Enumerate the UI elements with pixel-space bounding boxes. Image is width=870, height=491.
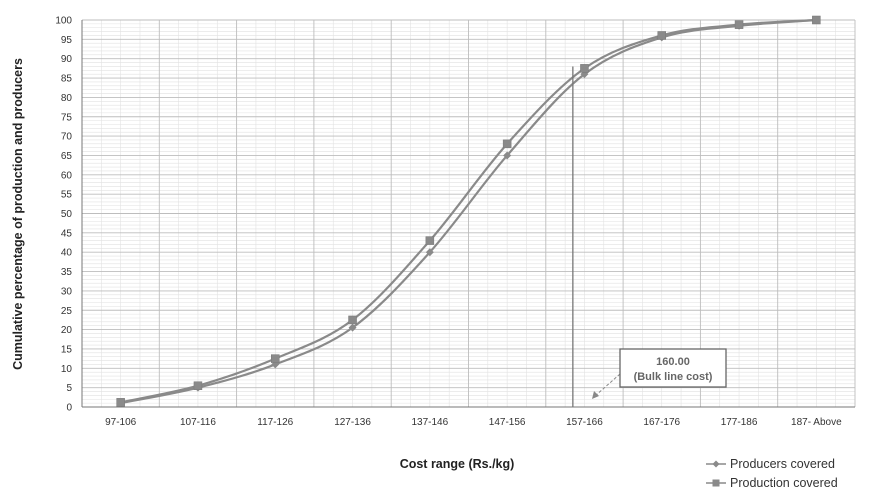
x-tick-label: 187- Above: [791, 417, 842, 428]
y-tick-label: 40: [61, 248, 73, 259]
x-tick-label: 117-126: [257, 417, 293, 428]
y-tick-label: 90: [61, 54, 73, 65]
data-point: [812, 15, 821, 25]
data-point: [348, 323, 357, 332]
y-tick-label: 65: [61, 151, 73, 162]
data-point: [348, 315, 357, 325]
y-tick-label: 100: [55, 16, 72, 27]
y-axis-title: Cumulative percentage of production and …: [11, 58, 25, 370]
square-marker-icon: [712, 479, 720, 487]
annotation-arrowhead: [592, 391, 599, 399]
data-point: [425, 248, 434, 257]
x-tick-label: 177-186: [721, 417, 758, 428]
data-point: [580, 64, 589, 73]
data-point: [116, 398, 125, 407]
y-tick-label: 95: [61, 35, 73, 46]
data-point: [193, 381, 203, 390]
legend-item-production: Production covered: [706, 476, 838, 490]
grid: [81, 19, 856, 408]
y-tick-label: 15: [61, 344, 73, 355]
y-tick-label: 70: [61, 132, 73, 143]
x-tick-label: 157-166: [566, 417, 603, 428]
y-tick-label: 10: [61, 364, 73, 375]
series-production: [116, 15, 821, 407]
y-tick-label: 35: [61, 267, 73, 278]
y-tick-label: 0: [66, 403, 72, 414]
series-line: [120, 18, 817, 404]
data-point: [271, 354, 280, 363]
x-axis-title: Cost range (Rs./kg): [400, 457, 515, 471]
y-tick-label: 45: [61, 228, 73, 239]
annotation-value: 160.00: [656, 356, 690, 368]
data-point: [425, 236, 435, 245]
annotation: 160.00 (Bulk line cost): [572, 66, 727, 407]
y-tick-label: 55: [61, 190, 73, 201]
y-tick-label: 20: [61, 325, 73, 336]
y-tick-label: 30: [61, 286, 73, 297]
y-tick-label: 60: [61, 170, 73, 181]
data-point: [657, 31, 666, 40]
legend-label: Production covered: [730, 476, 838, 490]
legend-item-producers: Producers covered: [706, 457, 835, 471]
annotation-arrow: [594, 373, 621, 397]
x-tick-label: 167-176: [643, 417, 680, 428]
series-line: [120, 18, 817, 405]
diamond-marker-icon: [712, 460, 720, 468]
legend-label: Producers covered: [730, 457, 835, 471]
x-tick-label: 147-156: [489, 417, 526, 428]
y-tick-label: 25: [61, 306, 73, 317]
x-tick-label: 137-146: [411, 417, 448, 428]
y-tick-label: 85: [61, 74, 73, 85]
x-tick-label: 127-136: [334, 417, 371, 428]
y-tick-label: 50: [61, 209, 73, 220]
legend: Producers covered Production covered: [706, 457, 838, 490]
data-point: [734, 20, 744, 29]
x-tick-label: 97-106: [105, 417, 137, 428]
annotation-label: (Bulk line cost): [634, 371, 713, 383]
y-tick-label: 80: [61, 93, 73, 104]
data-point: [503, 151, 512, 160]
series-lines: [116, 15, 821, 408]
data-point: [502, 139, 512, 149]
y-tick-label: 5: [66, 383, 72, 394]
x-tick-label: 107-116: [180, 417, 216, 428]
y-tick-label: 75: [61, 112, 73, 123]
annotation-box: [619, 348, 727, 388]
axes: 0 5 10 15 20 25 30 35 40 45 50 55 60 65 70 75 80 85 90 95 10…: [55, 16, 855, 428]
